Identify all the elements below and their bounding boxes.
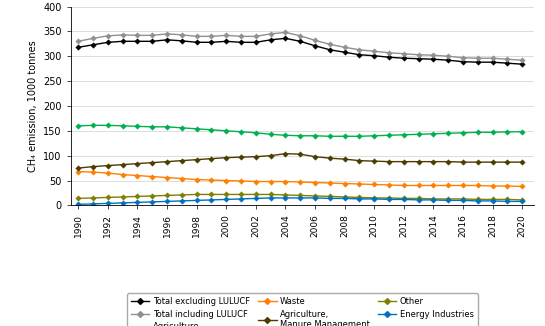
Legend: Total excluding LULUCF, Total including LULUCF, Agriculture,
Enteric Fermentatio: Total excluding LULUCF, Total including … xyxy=(127,293,478,326)
Y-axis label: CH₄ emission, 1000 tonnes: CH₄ emission, 1000 tonnes xyxy=(28,40,38,172)
